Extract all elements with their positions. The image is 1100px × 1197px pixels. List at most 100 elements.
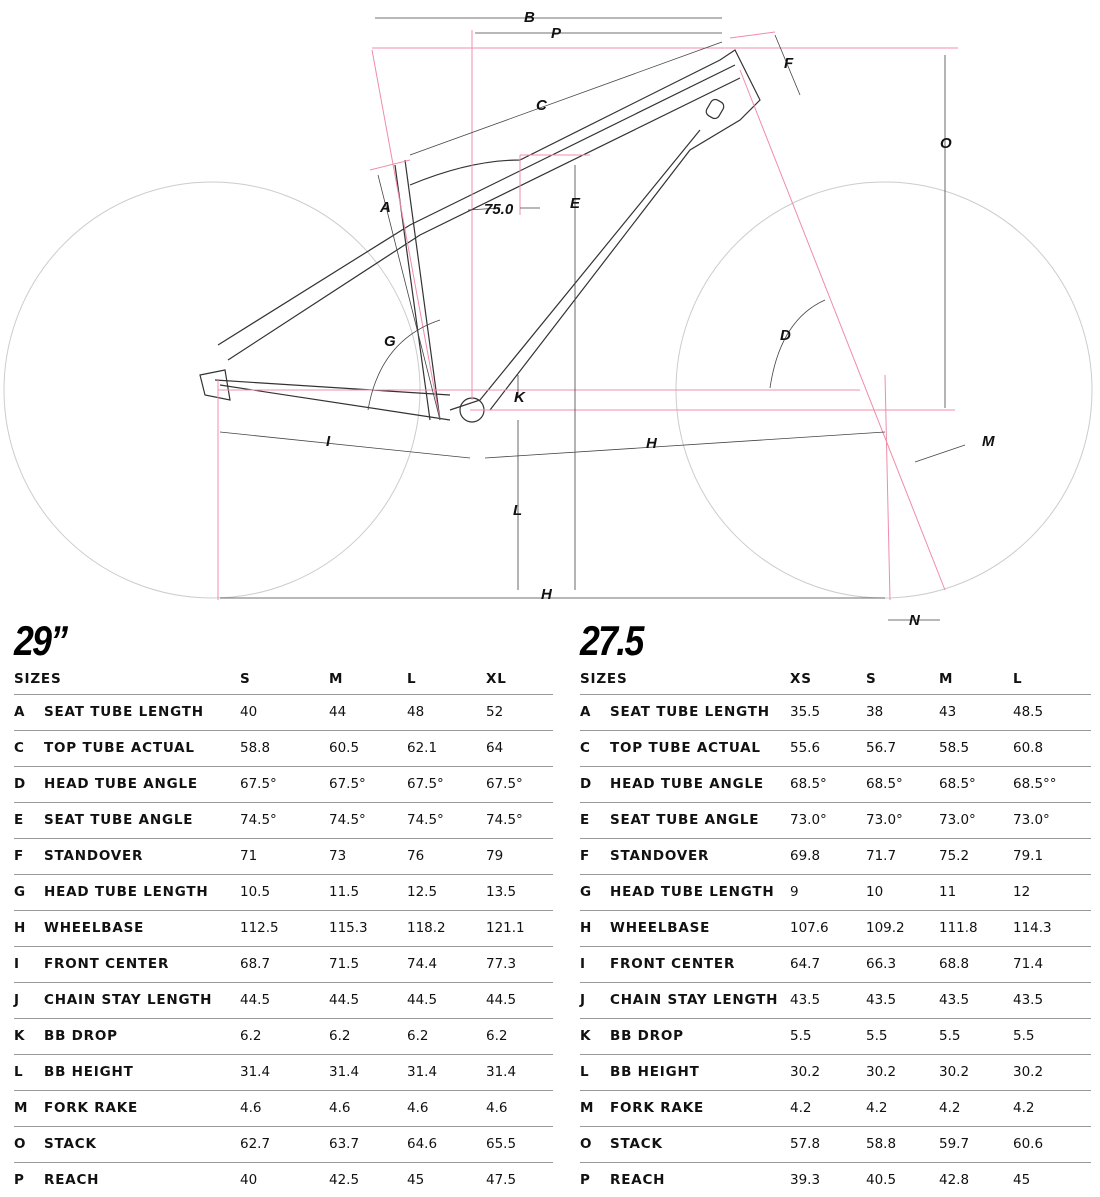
- row-key: G: [580, 884, 592, 900]
- row-value: 68.5°°: [1013, 776, 1057, 792]
- table-row: P REACH 40 42.5 45 47.5: [14, 1163, 553, 1197]
- row-value: 5.5: [790, 1028, 812, 1044]
- row-name: STACK: [44, 1136, 97, 1152]
- row-value: 66.3: [866, 956, 897, 972]
- row-value: 77.3: [486, 956, 517, 972]
- row-value: 30.2: [790, 1064, 821, 1080]
- row-name: FORK RAKE: [610, 1100, 704, 1116]
- row-value: 74.5°: [407, 812, 444, 828]
- row-name: BB DROP: [610, 1028, 684, 1044]
- row-value: 74.4: [407, 956, 438, 972]
- row-value: 115.3: [329, 920, 368, 936]
- row-value: 68.5°: [790, 776, 827, 792]
- row-value: 30.2: [1013, 1064, 1044, 1080]
- row-value: 73.0°: [790, 812, 827, 828]
- row-value: 64: [486, 740, 504, 756]
- table-row: J CHAIN STAY LENGTH 43.5 43.5 43.5 43.5: [580, 983, 1091, 1019]
- row-value: 58.8: [866, 1136, 897, 1152]
- row-value: 13.5: [486, 884, 517, 900]
- row-value: 60.6: [1013, 1136, 1044, 1152]
- row-key: A: [14, 704, 26, 720]
- row-key: M: [14, 1100, 29, 1116]
- row-value: 11.5: [329, 884, 360, 900]
- row-value: 121.1: [486, 920, 525, 936]
- row-name: STACK: [610, 1136, 663, 1152]
- row-key: I: [14, 956, 20, 972]
- row-value: 67.5°: [486, 776, 523, 792]
- row-name: CHAIN STAY LENGTH: [610, 992, 779, 1008]
- row-value: 79: [486, 848, 504, 864]
- table-row: D HEAD TUBE ANGLE 68.5° 68.5° 68.5° 68.5°°: [580, 767, 1091, 803]
- row-value: 9: [790, 884, 799, 900]
- row-value: 58.5: [939, 740, 970, 756]
- row-value: 71.5: [329, 956, 360, 972]
- row-key: M: [580, 1100, 595, 1116]
- row-key: J: [580, 992, 586, 1008]
- label-p: P: [551, 25, 562, 42]
- row-name: TOP TUBE ACTUAL: [44, 740, 195, 756]
- row-value: 52: [486, 704, 504, 720]
- size-header: M: [939, 671, 954, 687]
- row-value: 74.5°: [486, 812, 523, 828]
- sizes-header-row: SIZES S M L XL: [14, 668, 553, 695]
- size-header: S: [866, 671, 877, 687]
- row-value: 111.8: [939, 920, 978, 936]
- row-value: 48.5: [1013, 704, 1044, 720]
- label-a: A: [379, 199, 391, 216]
- row-name: FRONT CENTER: [610, 956, 736, 972]
- row-value: 6.2: [407, 1028, 429, 1044]
- row-value: 43.5: [1013, 992, 1044, 1008]
- row-value: 56.7: [866, 740, 897, 756]
- row-value: 68.5°: [939, 776, 976, 792]
- size-header: L: [1013, 671, 1023, 687]
- row-value: 40: [240, 704, 258, 720]
- table-row: J CHAIN STAY LENGTH 44.5 44.5 44.5 44.5: [14, 983, 553, 1019]
- wheel-size-title: 27.5: [580, 617, 644, 664]
- row-value: 55.6: [790, 740, 821, 756]
- row-value: 74.5°: [240, 812, 277, 828]
- row-value: 118.2: [407, 920, 446, 936]
- row-key: C: [580, 740, 591, 756]
- row-value: 68.8: [939, 956, 970, 972]
- row-value: 35.5: [790, 704, 821, 720]
- dimension-arrows: [219, 17, 966, 621]
- geometry-table-27-5: 27.5 SIZES XS S M L A SEAT TUBE LENGTH 35.5 38 43 4…: [580, 610, 1091, 1197]
- row-value: 68.5°: [866, 776, 903, 792]
- size-header: M: [329, 671, 344, 687]
- row-value: 30.2: [939, 1064, 970, 1080]
- table-row: A SEAT TUBE LENGTH 35.5 38 43 48.5: [580, 695, 1091, 731]
- size-header: XS: [790, 671, 812, 687]
- row-key: G: [14, 884, 26, 900]
- table-row: K BB DROP 5.5 5.5 5.5 5.5: [580, 1019, 1091, 1055]
- row-value: 76: [407, 848, 425, 864]
- table-row: I FRONT CENTER 68.7 71.5 74.4 77.3: [14, 947, 553, 983]
- row-value: 4.2: [790, 1100, 812, 1116]
- row-key: D: [580, 776, 593, 792]
- table-row: F STANDOVER 71 73 76 79: [14, 839, 553, 875]
- frame: [199, 49, 761, 423]
- table-row: L BB HEIGHT 31.4 31.4 31.4 31.4: [14, 1055, 553, 1091]
- label-b: B: [524, 9, 535, 26]
- row-key: O: [14, 1136, 27, 1152]
- row-value: 71.7: [866, 848, 897, 864]
- row-name: SEAT TUBE LENGTH: [44, 704, 204, 720]
- row-value: 47.5: [486, 1172, 517, 1188]
- row-value: 5.5: [939, 1028, 961, 1044]
- row-key: I: [580, 956, 586, 972]
- sizes-header-row: SIZES XS S M L: [580, 668, 1091, 695]
- label-g: F: [784, 55, 794, 72]
- row-name: HEAD TUBE ANGLE: [44, 776, 198, 792]
- row-value: 45: [1013, 1172, 1031, 1188]
- size-header: L: [407, 671, 417, 687]
- row-name: REACH: [44, 1172, 100, 1188]
- table-row: H WHEELBASE 112.5 115.3 118.2 121.1: [14, 911, 553, 947]
- label-i: H: [646, 435, 658, 452]
- table-row: I FRONT CENTER 64.7 66.3 68.8 71.4: [580, 947, 1091, 983]
- row-key: F: [580, 848, 591, 864]
- row-name: BB DROP: [44, 1028, 118, 1044]
- row-value: 60.5: [329, 740, 360, 756]
- row-name: BB HEIGHT: [44, 1064, 134, 1080]
- label-c: C: [536, 97, 548, 114]
- label-n: N: [909, 612, 921, 629]
